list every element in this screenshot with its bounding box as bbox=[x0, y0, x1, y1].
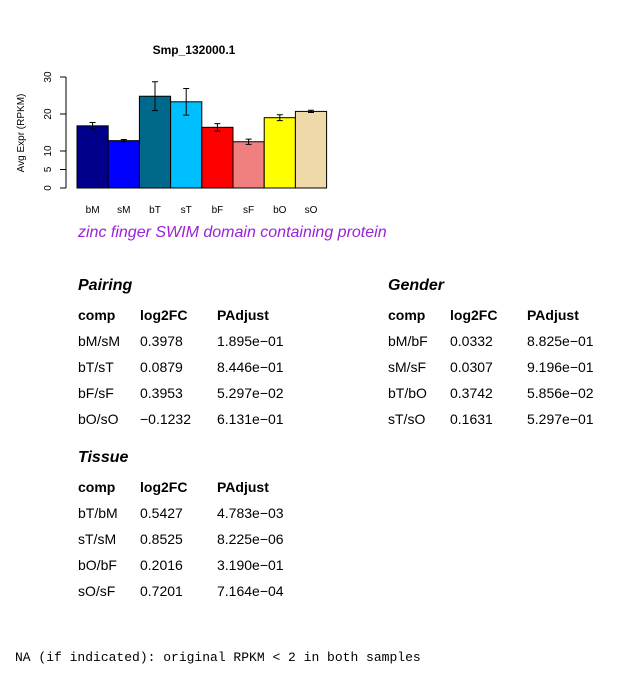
error-bar-sF bbox=[245, 138, 252, 145]
footnote: NA (if indicated): original RPKM < 2 in … bbox=[15, 650, 421, 665]
y-tick-label: 20 bbox=[43, 108, 54, 120]
gender-table-cell: 0.1631 bbox=[450, 411, 493, 427]
bars bbox=[76, 81, 328, 189]
bar-sO bbox=[294, 110, 328, 189]
y-tick-label: 0 bbox=[43, 185, 54, 191]
tissue-header-cell: comp bbox=[78, 479, 116, 495]
tissue-table-cell: sO/sF bbox=[78, 583, 116, 599]
gender-table-cell: 9.196e−01 bbox=[527, 359, 594, 375]
tissue-table-cell: 7.164e−04 bbox=[217, 583, 284, 599]
gender-table-cell: bT/bO bbox=[388, 385, 427, 401]
y-tick-label: 30 bbox=[43, 71, 54, 83]
pairing-header-cell: PAdjust bbox=[217, 307, 269, 323]
error-bar-bO bbox=[276, 114, 283, 122]
tissue-table-cell: sT/sM bbox=[78, 531, 117, 547]
error-bar-bT bbox=[152, 81, 158, 112]
gender-table-cell: 5.297e−01 bbox=[527, 411, 594, 427]
tissue-table-cell: 0.2016 bbox=[140, 557, 183, 573]
gender-table-cell: 0.3742 bbox=[450, 385, 493, 401]
pairing-table-cell: 0.0879 bbox=[140, 359, 183, 375]
x-tick-label: sT bbox=[181, 205, 192, 216]
x-tick-label: bF bbox=[212, 205, 224, 216]
tissue-table-cell: 8.225e−06 bbox=[217, 531, 284, 547]
chart-title: Smp_132000.1 bbox=[153, 43, 236, 57]
gender-table-cell: 8.825e−01 bbox=[527, 333, 594, 349]
gene-description: zinc finger SWIM domain containing prote… bbox=[78, 224, 387, 241]
y-tick-label: 5 bbox=[43, 166, 54, 172]
pairing-table-cell: bO/sO bbox=[78, 411, 119, 427]
pairing-table-cell: −0.1232 bbox=[140, 411, 191, 427]
tissue-table-cell: 0.8525 bbox=[140, 531, 183, 547]
x-tick-labels: bM sM bT sT bF sF bO sO bbox=[86, 205, 318, 216]
x-tick-label: sF bbox=[243, 205, 254, 216]
pairing-table-title: Pairing bbox=[78, 277, 133, 294]
tissue-table-cell: 0.5427 bbox=[140, 505, 183, 521]
tissue-header-cell: log2FC bbox=[140, 479, 188, 495]
tissue-table-cell: 0.7201 bbox=[140, 583, 183, 599]
gender-header-cell: log2FC bbox=[450, 307, 498, 323]
gender-table-cell: 0.0332 bbox=[450, 333, 493, 349]
pairing-table-cell: 0.3978 bbox=[140, 333, 183, 349]
x-tick-label: bM bbox=[86, 205, 100, 216]
error-bar-sM bbox=[120, 139, 127, 143]
y-axis-label: Avg Expr (RPKM) bbox=[16, 94, 27, 173]
pairing-table-cell: bT/sT bbox=[78, 359, 114, 375]
tissue-header-cell: PAdjust bbox=[217, 479, 269, 495]
gender-table-cell: bM/bF bbox=[388, 333, 428, 349]
bar-bT bbox=[138, 95, 172, 189]
error-bar-bF bbox=[214, 123, 221, 132]
error-bar-bM bbox=[89, 122, 96, 130]
gender-table-cell: 5.856e−02 bbox=[527, 385, 594, 401]
bar-chart: Smp_132000.1 Avg Expr (RPKM) 0 5 10 20 30 bM… bbox=[16, 43, 328, 216]
bar-sM bbox=[107, 140, 140, 189]
y-tick-label: 10 bbox=[43, 145, 54, 157]
pairing-table-cell: 0.3953 bbox=[140, 385, 183, 401]
gender-table-cell: sT/sO bbox=[388, 411, 426, 427]
tissue-table-cell: 3.190e−01 bbox=[217, 557, 284, 573]
gender-table-cell: 0.0307 bbox=[450, 359, 493, 375]
bar-bM bbox=[76, 125, 109, 189]
pairing-table-cell: 6.131e−01 bbox=[217, 411, 284, 427]
pairing-table-cell: 5.297e−02 bbox=[217, 385, 284, 401]
tissue-table-title: Tissue bbox=[78, 449, 129, 466]
x-tick-label: sO bbox=[305, 205, 318, 216]
x-tick-label: sM bbox=[117, 205, 130, 216]
tissue-table-cell: 4.783e−03 bbox=[217, 505, 284, 521]
bar-sF bbox=[232, 141, 265, 189]
gender-table-cell: sM/sF bbox=[388, 359, 427, 375]
pairing-table-cell: 1.895e−01 bbox=[217, 333, 284, 349]
pairing-table-cell: bF/sF bbox=[78, 385, 114, 401]
pairing-header-cell: comp bbox=[78, 307, 116, 323]
gender-header-cell: comp bbox=[388, 307, 426, 323]
error-bar-sT bbox=[183, 87, 190, 116]
gender-table-title: Gender bbox=[388, 277, 445, 294]
tissue-table-cell: bT/bM bbox=[78, 505, 118, 521]
bar-bF bbox=[201, 126, 234, 189]
pairing-table-cell: bM/sM bbox=[78, 333, 120, 349]
tissue-table-cell: bO/bF bbox=[78, 557, 117, 573]
pairing-table-cell: 8.446e−01 bbox=[217, 359, 284, 375]
pairing-header-cell: log2FC bbox=[140, 307, 188, 323]
x-tick-label: bT bbox=[149, 205, 161, 216]
error-bar-sO bbox=[308, 109, 314, 114]
bar-bO bbox=[263, 117, 296, 189]
x-tick-label: bO bbox=[273, 205, 287, 216]
gender-header-cell: PAdjust bbox=[527, 307, 579, 323]
y-axis: 0 5 10 20 30 bbox=[43, 71, 67, 191]
